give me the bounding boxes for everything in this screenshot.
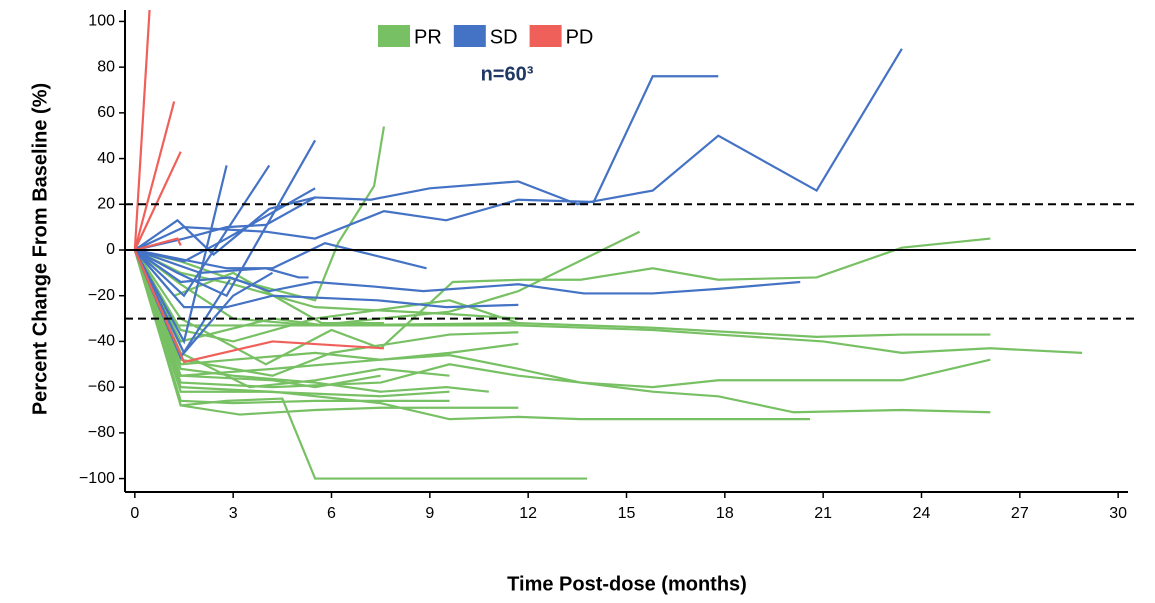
response-line (134, 75, 719, 251)
x-tick-label: 15 (618, 505, 636, 522)
response-line (133, 249, 991, 414)
response-line (133, 249, 519, 416)
legend-label: PR (414, 26, 442, 48)
annotation: n=60³ (481, 63, 534, 85)
y-tick-label: 0 (106, 241, 115, 258)
legend-label: SD (490, 26, 518, 48)
x-tick-label: 18 (716, 505, 734, 522)
x-tick-label: 9 (425, 505, 434, 522)
legend-label: PD (566, 26, 594, 48)
y-tick-label: 100 (88, 13, 115, 30)
response-line (133, 249, 811, 421)
y-tick-label: −100 (79, 470, 115, 487)
x-tick-label: 24 (913, 505, 931, 522)
response-line (133, 249, 274, 355)
response-line (134, 139, 317, 298)
y-tick-label: −60 (88, 378, 115, 395)
response-line (134, 237, 182, 252)
y-axis-title: Percent Change From Baseline (%) (29, 83, 51, 415)
response-line (133, 249, 489, 393)
plot-lines (133, 9, 1083, 480)
response-line (133, 249, 519, 309)
x-tick-label: 6 (327, 505, 336, 522)
response-line (134, 241, 427, 270)
response-line (133, 101, 176, 251)
response-line (133, 249, 991, 389)
x-tick-label: 0 (130, 505, 139, 522)
x-tick-label: 21 (814, 505, 832, 522)
response-line (133, 249, 381, 389)
y-tick-label: −40 (88, 333, 115, 350)
response-line (133, 249, 519, 343)
y-tick-label: 20 (97, 196, 115, 213)
y-tick-label: 80 (97, 58, 115, 75)
response-line (133, 151, 182, 251)
x-axis-title: Time Post-dose (months) (507, 573, 747, 595)
response-line (133, 9, 151, 251)
x-tick-label: 27 (1011, 505, 1029, 522)
x-tick-label: 12 (519, 505, 537, 522)
response-line (133, 249, 450, 405)
response-line (133, 165, 228, 345)
x-tick-label: 30 (1109, 505, 1127, 522)
x-tick-label: 3 (229, 505, 238, 522)
response-line (134, 196, 316, 257)
response-line (133, 237, 991, 366)
response-line (134, 48, 903, 252)
y-tick-label: −80 (88, 424, 115, 441)
y-tick-label: −20 (88, 287, 115, 304)
response-line (134, 249, 801, 295)
response-line (134, 164, 271, 298)
response-line (133, 249, 450, 398)
y-tick-label: 40 (97, 150, 115, 167)
legend-swatch (529, 25, 562, 47)
y-tick-label: 60 (97, 104, 115, 121)
response-line (134, 126, 386, 302)
legend-swatch (453, 25, 486, 47)
legend-swatch (378, 25, 410, 47)
response-line (133, 249, 385, 364)
response-line (133, 249, 519, 366)
